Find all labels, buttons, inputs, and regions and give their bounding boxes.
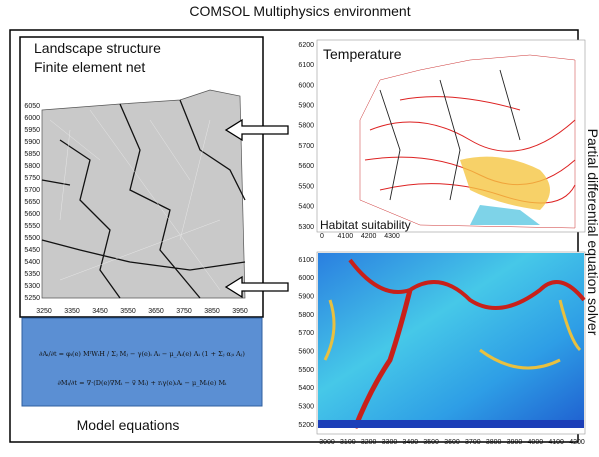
tick-label: 5600 — [298, 163, 314, 170]
tick-label: 5400 — [298, 204, 314, 211]
equation-2: ∂Mᵢ/∂t = ∇·(D(e)∇Mᵢ − v⃗ Mᵢ) + rᵢγ(e)ᵢAᵢ… — [58, 379, 228, 387]
tick-label: 5350 — [24, 271, 40, 278]
tick-label: 5900 — [24, 139, 40, 146]
tick-label: 4100 — [338, 233, 354, 240]
temperature-map — [360, 55, 575, 228]
equation-box — [22, 318, 262, 406]
tick-label: 5450 — [24, 247, 40, 254]
tick-label: 6200 — [298, 42, 314, 49]
tick-label: 3700 — [465, 439, 481, 446]
tick-label: 3350 — [64, 308, 80, 315]
tick-label: 5650 — [24, 199, 40, 206]
tick-label: 3000 — [319, 439, 335, 446]
tick-label: 4200 — [361, 233, 377, 240]
tick-label: 6000 — [298, 275, 314, 282]
tick-label: 6000 — [24, 115, 40, 122]
tick-label: 5900 — [298, 294, 314, 301]
tick-label: 5400 — [298, 385, 314, 392]
tick-label: 5300 — [24, 283, 40, 290]
tick-label: 5700 — [298, 330, 314, 337]
tick-label: 4300 — [384, 233, 400, 240]
solver-label: Partial differential equation solver — [585, 129, 599, 336]
diagram: COMSOL Multiphysics environment Landscap… — [0, 0, 599, 452]
equation-1: ∂Aᵢ/∂t = φᵢ(e) MˡWᵢH / Σⱼ Mⱼ − γ(e)ᵢ Aᵢ … — [39, 350, 245, 358]
tick-label: 3550 — [120, 308, 136, 315]
tick-label: 5600 — [298, 349, 314, 356]
tick-label: 5700 — [298, 143, 314, 150]
mesh-map — [42, 90, 245, 298]
tick-label: 5500 — [24, 235, 40, 242]
tick-label: 3400 — [403, 439, 419, 446]
tick-label: 3950 — [232, 308, 248, 315]
landscape-title: Landscape structure — [34, 40, 161, 56]
tick-label: 5700 — [24, 187, 40, 194]
tick-label: 5900 — [298, 103, 314, 110]
tick-label: 3750 — [176, 308, 192, 315]
tick-label: 5200 — [298, 422, 314, 429]
tick-label: 6100 — [298, 62, 314, 69]
tick-label: 5800 — [298, 123, 314, 130]
tick-label: 5950 — [24, 127, 40, 134]
tick-label: 6000 — [298, 82, 314, 89]
tick-label: 3800 — [486, 439, 502, 446]
tick-label: 5250 — [24, 295, 40, 302]
temperature-title: Temperature — [323, 46, 402, 62]
tick-label: 5500 — [298, 367, 314, 374]
tick-label: 5850 — [24, 151, 40, 158]
tick-label: 5800 — [24, 163, 40, 170]
tick-label: 6050 — [24, 103, 40, 110]
equation-caption: Model equations — [77, 417, 180, 433]
tick-label: 4100 — [548, 439, 564, 446]
tick-label: 5550 — [24, 223, 40, 230]
tick-label: 5400 — [24, 259, 40, 266]
tick-label: 3300 — [382, 439, 398, 446]
tick-label: 4200 — [569, 439, 585, 446]
tick-label: 3200 — [361, 439, 377, 446]
habitat-title: Habitat suitability — [320, 218, 411, 232]
tick-label: 3450 — [92, 308, 108, 315]
tick-label: 3100 — [340, 439, 356, 446]
tick-label: 4000 — [528, 439, 544, 446]
tick-label: 3900 — [507, 439, 523, 446]
tick-label: 3600 — [444, 439, 460, 446]
tick-label: 3850 — [204, 308, 220, 315]
landscape-subtitle: Finite element net — [34, 59, 145, 75]
tick-label: 5300 — [298, 224, 314, 231]
tick-label: 3650 — [148, 308, 164, 315]
tick-label: 5800 — [298, 312, 314, 319]
tick-label: 3500 — [423, 439, 439, 446]
tick-label: 6100 — [298, 257, 314, 264]
tick-label: 3250 — [36, 308, 52, 315]
tick-label: 0 — [320, 233, 324, 240]
tick-label: 5600 — [24, 211, 40, 218]
tick-label: 5300 — [298, 404, 314, 411]
habitat-map — [318, 253, 584, 428]
tick-label: 5750 — [24, 175, 40, 182]
tick-label: 5500 — [298, 183, 314, 190]
title: COMSOL Multiphysics environment — [189, 3, 410, 19]
